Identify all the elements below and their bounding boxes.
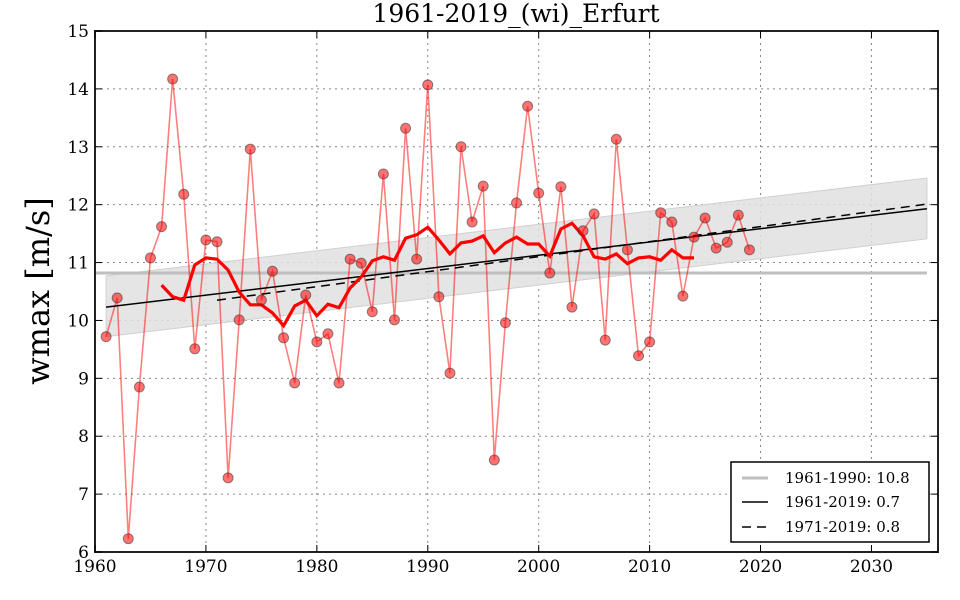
data-point	[255, 294, 267, 306]
data-point	[544, 267, 556, 279]
data-point	[344, 253, 356, 265]
data-point	[411, 253, 423, 265]
data-point	[610, 133, 622, 145]
data-point	[422, 79, 434, 91]
legend: 1961-1990: 10.8 1961-2019: 0.7 1971-2019…	[730, 461, 930, 543]
y-tick-label: 9	[78, 369, 89, 389]
data-point	[633, 350, 645, 362]
data-point	[400, 122, 412, 134]
legend-entry-mean: 1961-1990: 10.8	[785, 469, 910, 487]
data-point	[289, 377, 301, 389]
x-tick-label: 1970	[184, 557, 227, 577]
data-point	[133, 381, 145, 393]
legend-entry-trend-1971: 1971-2019: 0.8	[785, 518, 900, 536]
data-point	[688, 231, 700, 243]
x-tick-label: 2020	[739, 557, 782, 577]
data-point	[433, 291, 445, 303]
data-point	[355, 257, 367, 269]
data-point	[144, 252, 156, 264]
data-point	[577, 225, 589, 237]
data-points	[100, 73, 755, 545]
chart-title: 1961-2019_(wi)_Erfurt	[372, 0, 659, 28]
data-point	[100, 331, 112, 343]
x-tick-label: 1990	[406, 557, 449, 577]
data-point	[278, 332, 290, 344]
data-point	[377, 168, 389, 180]
y-tick-label: 15	[67, 22, 89, 42]
data-point	[522, 100, 534, 112]
data-point	[233, 314, 245, 326]
x-tick-label: 2010	[628, 557, 671, 577]
x-tick-label: 1960	[73, 557, 116, 577]
data-point	[200, 234, 212, 246]
data-point	[300, 289, 312, 301]
y-tick-label: 7	[78, 485, 89, 505]
data-point	[533, 187, 545, 199]
data-point	[122, 533, 134, 545]
y-tick-label: 14	[67, 80, 89, 100]
data-point	[211, 236, 223, 248]
y-tick-label: 8	[78, 427, 89, 447]
data-point	[366, 306, 378, 318]
data-point	[588, 208, 600, 220]
data-point	[111, 292, 123, 304]
data-point	[732, 209, 744, 221]
y-tick-label: 6	[78, 543, 89, 563]
plot-border	[94, 30, 939, 553]
data-point	[444, 367, 456, 379]
data-point	[244, 143, 256, 155]
y-tick-label: 13	[67, 138, 89, 158]
data-point	[488, 454, 500, 466]
data-point	[266, 265, 278, 277]
data-point	[743, 244, 755, 256]
data-point	[644, 336, 656, 348]
data-point	[466, 216, 478, 228]
data-point	[666, 216, 678, 228]
data-point	[677, 290, 689, 302]
data-point	[566, 301, 578, 313]
legend-entry-trend-1961: 1961-2019: 0.7	[785, 493, 900, 511]
data-point	[189, 343, 201, 355]
data-point	[178, 188, 190, 200]
x-tick-label: 1980	[295, 557, 338, 577]
data-point	[655, 207, 667, 219]
y-tick-label: 11	[67, 254, 89, 274]
y-tick-label: 10	[67, 311, 89, 331]
data-point	[311, 336, 323, 348]
data-point	[599, 334, 611, 346]
data-point	[333, 377, 345, 389]
data-point	[511, 197, 522, 209]
data-point	[222, 472, 234, 484]
x-tick-label: 2030	[850, 557, 893, 577]
data-point	[710, 242, 722, 254]
data-point	[699, 212, 711, 224]
data-point	[167, 73, 179, 85]
data-point	[388, 314, 400, 326]
plot-frame	[94, 30, 939, 553]
data-point	[555, 181, 567, 193]
y-axis-label: wmax [m/s]	[19, 197, 57, 385]
trend-line-1961-2019	[106, 207, 927, 308]
data-point	[621, 244, 633, 256]
data-point	[322, 328, 334, 340]
data-point	[455, 141, 467, 153]
data-point	[499, 317, 511, 329]
data-point	[721, 236, 733, 248]
running-mean-line	[160, 221, 694, 329]
y-tick-label: 12	[67, 196, 89, 216]
data-point	[156, 221, 168, 233]
x-tick-label: 2000	[517, 557, 560, 577]
axis-ticks: 1960 1970 1980 1990 2000 2010 2020 2030 6 7 8 9 10 11…	[67, 22, 938, 577]
data-point	[477, 180, 489, 192]
